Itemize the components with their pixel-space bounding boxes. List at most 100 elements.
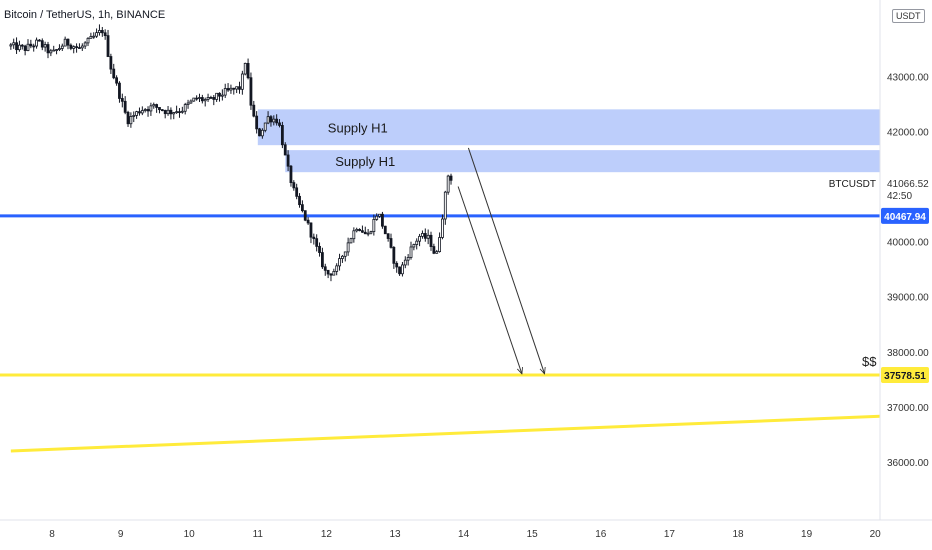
horizontal-levels: $$ [0, 214, 880, 377]
liquidity-badge-label: 37578.51 [884, 371, 926, 382]
candle-body-153 [446, 175, 450, 193]
candle-body-106 [312, 236, 316, 240]
candle-body-154 [449, 175, 453, 181]
candle-body-119 [349, 238, 353, 244]
candle-body-75 [223, 88, 227, 96]
candle-body-94 [278, 122, 281, 126]
candle-body-43 [132, 115, 136, 117]
support-badge [881, 207, 929, 224]
currency-button[interactable]: USDT [892, 9, 925, 23]
price-tick-6: 43000.00 [887, 72, 929, 83]
candle-body-129 [378, 213, 381, 217]
candle-body-115 [338, 258, 341, 267]
candle-body-93 [275, 118, 279, 124]
candle-body-107 [315, 238, 319, 247]
candle-body-67 [200, 97, 204, 102]
candle-body-18 [60, 45, 64, 49]
candle-body-132 [386, 233, 390, 239]
candle-body-100 [295, 187, 299, 197]
time-axis[interactable]: 8 9 10 11 12 13 14 15 16 17 18 19 20 [49, 529, 881, 540]
candle-body-134 [392, 247, 396, 264]
candle-body-116 [341, 255, 344, 259]
candle-body-74 [220, 94, 224, 97]
candle-body-85 [252, 104, 256, 117]
candle-body-109 [320, 252, 324, 268]
candle-body-63 [189, 100, 193, 104]
candle-body-55 [166, 109, 170, 115]
candle-body-40 [123, 100, 127, 113]
candle-body-29 [92, 35, 96, 38]
candle-body-95 [280, 125, 284, 146]
candle-body-32 [100, 30, 104, 34]
time-tick-11: 19 [801, 529, 813, 540]
candle-body-12 [43, 44, 47, 48]
liquidity-note: $$ [862, 354, 877, 369]
time-tick-8: 16 [595, 529, 607, 540]
candle-body-131 [383, 225, 387, 235]
price-tick-2: 38000.00 [887, 348, 929, 359]
candle-body-65 [195, 97, 199, 100]
candle-body-30 [95, 32, 98, 37]
candle-body-25 [80, 45, 84, 49]
candle-body-118 [346, 242, 350, 253]
time-tick-6: 14 [458, 529, 470, 540]
time-tick-7: 15 [527, 529, 539, 540]
supply-zone-label-1: Supply H1 [335, 154, 395, 169]
candle-body-103 [303, 210, 307, 221]
candle-body-46 [140, 110, 144, 114]
candle-body-2 [15, 42, 18, 51]
candle-body-80 [238, 86, 241, 90]
candle-body-92 [272, 118, 276, 123]
candle-body-110 [323, 266, 327, 271]
candle-body-123 [361, 230, 364, 233]
supply-zones: Supply H1 Supply H1 [257, 109, 880, 173]
candle-body-38 [118, 82, 121, 99]
candle-body-105 [309, 222, 313, 238]
candle-body-124 [363, 231, 367, 235]
candle-body-26 [83, 42, 87, 47]
candle-body-33 [103, 32, 107, 37]
candle-body-31 [98, 30, 101, 34]
candle-body-21 [69, 44, 73, 49]
candle-body-96 [283, 144, 287, 156]
time-tick-4: 12 [321, 529, 333, 540]
candles [9, 24, 453, 282]
candle-body-45 [138, 111, 141, 114]
candle-body-139 [406, 257, 410, 261]
candle-body-102 [300, 204, 304, 212]
candle-body-79 [235, 86, 239, 90]
candle-body-41 [126, 111, 130, 125]
price-tick-4: 40000.00 [887, 238, 929, 249]
candle-body-34 [106, 35, 110, 57]
time-tick-9: 17 [664, 529, 676, 540]
candle-body-117 [343, 251, 347, 257]
candle-body-76 [226, 88, 230, 91]
candle-body-42 [129, 116, 133, 125]
candle-body-122 [358, 228, 361, 232]
candle-body-150 [438, 237, 441, 252]
time-tick-12: 20 [870, 529, 882, 540]
candle-body-68 [203, 99, 207, 102]
candle-body-81 [240, 73, 244, 90]
supply-zone-0 [257, 109, 880, 146]
price-tick-3: 39000.00 [887, 293, 929, 304]
candle-body-19 [63, 38, 67, 47]
candle-body-58 [175, 111, 179, 114]
candle-body-66 [198, 97, 201, 99]
candle-body-148 [432, 246, 436, 254]
candle-body-78 [232, 87, 236, 90]
candle-body-71 [212, 97, 216, 100]
candle-body-145 [423, 233, 427, 239]
price-tick-0: 36000.00 [887, 458, 929, 469]
candle-body-1 [12, 42, 16, 46]
price-axis[interactable]: 36000.00 37000.00 38000.00 39000.00 40000.00… [887, 72, 929, 469]
candle-body-140 [409, 246, 413, 258]
candle-body-89 [263, 122, 267, 131]
candle-body-9 [35, 39, 38, 47]
candle-body-135 [395, 262, 399, 268]
price-tick-1: 37000.00 [887, 403, 929, 414]
candle-body-59 [178, 111, 181, 114]
candle-body-149 [435, 251, 439, 254]
candle-body-73 [218, 92, 221, 97]
